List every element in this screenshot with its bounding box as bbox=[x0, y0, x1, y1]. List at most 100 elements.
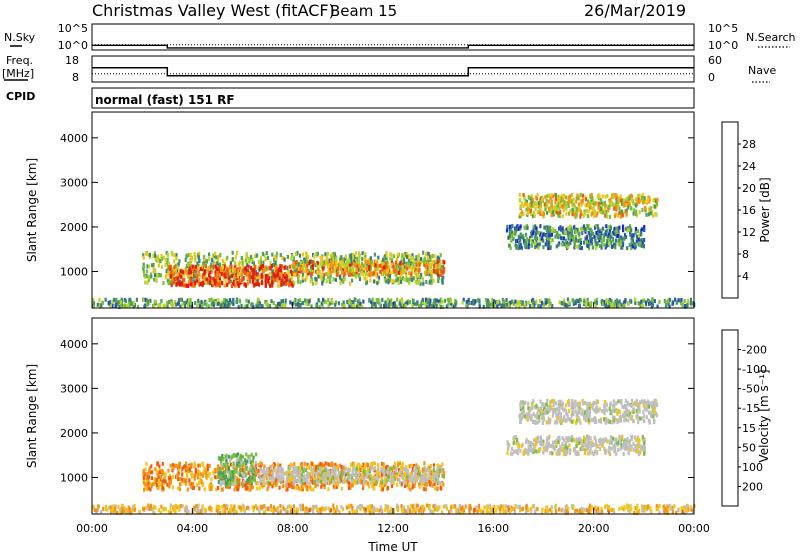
heatmap-cell bbox=[598, 243, 601, 248]
heatmap-cell bbox=[593, 408, 596, 413]
heatmap-cell bbox=[433, 254, 436, 259]
heatmap-cell bbox=[635, 414, 638, 419]
heatmap-cell bbox=[310, 276, 313, 281]
heatmap-cell bbox=[390, 474, 393, 479]
heatmap-cell bbox=[198, 278, 201, 282]
heatmap-cell bbox=[220, 301, 223, 306]
heatmap-cell bbox=[344, 254, 347, 259]
heatmap-cell bbox=[647, 410, 651, 415]
heatmap-cell bbox=[418, 482, 421, 487]
heatmap-cell bbox=[269, 476, 272, 480]
heatmap-cell bbox=[603, 300, 606, 304]
heatmap-cell bbox=[352, 479, 355, 484]
heatmap-cell bbox=[570, 237, 573, 242]
heatmap-cell bbox=[260, 264, 263, 269]
heatmap-cell bbox=[143, 487, 146, 492]
heatmap-cell bbox=[641, 195, 644, 200]
heatmap-cell bbox=[184, 481, 187, 486]
heatmap-cell bbox=[301, 275, 304, 280]
heatmap-cell bbox=[164, 275, 167, 280]
heatmap-cell bbox=[325, 479, 328, 484]
heatmap-cell bbox=[623, 418, 626, 423]
heatmap-cell bbox=[558, 197, 561, 202]
heatmap-cell bbox=[404, 268, 407, 273]
heatmap-cell bbox=[667, 302, 670, 307]
heatmap-cell bbox=[645, 415, 648, 420]
heatmap-cell bbox=[545, 233, 548, 238]
heatmap-cell bbox=[233, 267, 236, 272]
heatmap-cell bbox=[191, 264, 194, 269]
heatmap-cell bbox=[142, 255, 145, 260]
heatmap-cell bbox=[217, 298, 220, 303]
heatmap-cell bbox=[287, 272, 290, 277]
heatmap-cell bbox=[630, 246, 633, 251]
heatmap-cell bbox=[186, 298, 189, 303]
heatmap-cell bbox=[188, 253, 191, 257]
heatmap-cell bbox=[236, 269, 239, 274]
heatmap-cell bbox=[465, 299, 468, 304]
heatmap-cell bbox=[383, 472, 386, 477]
heatmap-cell bbox=[519, 300, 522, 304]
heatmap-cell bbox=[400, 469, 403, 474]
heatmap-cell bbox=[545, 420, 548, 425]
heatmap-cell bbox=[637, 237, 640, 242]
heatmap-cell bbox=[342, 279, 345, 284]
heatmap-cell bbox=[604, 229, 607, 234]
heatmap-cell bbox=[185, 478, 188, 483]
heatmap-cell bbox=[157, 303, 160, 308]
heatmap-cell bbox=[152, 267, 155, 272]
heatmap-cell bbox=[563, 201, 566, 206]
heatmap-cell bbox=[276, 480, 279, 485]
heatmap-cell bbox=[289, 300, 292, 305]
heatmap-cell bbox=[373, 466, 376, 471]
heatmap-cell bbox=[272, 481, 275, 486]
heatmap-cell bbox=[188, 467, 192, 472]
heatmap-cell bbox=[369, 462, 373, 467]
heatmap-cell bbox=[362, 483, 365, 488]
heatmap-cell bbox=[524, 302, 527, 307]
heatmap-cell bbox=[183, 278, 186, 283]
heatmap-cell bbox=[273, 274, 276, 279]
heatmap-cell bbox=[429, 264, 432, 269]
heatmap-cell bbox=[157, 257, 161, 262]
heatmap-cell bbox=[178, 464, 181, 469]
heatmap-cell bbox=[436, 267, 439, 272]
heatmap-cell bbox=[278, 283, 281, 288]
heatmap-cell bbox=[532, 228, 535, 233]
heatmap-cell bbox=[288, 478, 291, 483]
heatmap-cell bbox=[280, 299, 283, 304]
heatmap-cell bbox=[316, 270, 319, 275]
heatmap-cell bbox=[147, 486, 150, 491]
heatmap-cell bbox=[428, 301, 431, 306]
heatmap-cell bbox=[218, 475, 221, 479]
heatmap-cell bbox=[519, 402, 522, 407]
heatmap-cell bbox=[556, 235, 559, 240]
heatmap-cell bbox=[567, 300, 570, 305]
heatmap-cell bbox=[293, 462, 296, 467]
heatmap-cell bbox=[383, 469, 386, 474]
heatmap-cell bbox=[337, 471, 341, 475]
heatmap-cell bbox=[265, 467, 268, 472]
heatmap-cell bbox=[486, 301, 489, 306]
heatmap-cell bbox=[267, 279, 270, 284]
heatmap-cell bbox=[290, 282, 293, 287]
heatmap-cell bbox=[578, 418, 581, 423]
heatmap-cell bbox=[256, 279, 259, 284]
heatmap-cell bbox=[177, 477, 180, 481]
heatmap-cell bbox=[617, 399, 620, 404]
heatmap-cell bbox=[164, 262, 167, 267]
heatmap-cell bbox=[544, 242, 547, 247]
heatmap-cell bbox=[256, 480, 259, 485]
heatmap-cell bbox=[201, 483, 205, 487]
heatmap-cell bbox=[575, 213, 578, 218]
heatmap-cell bbox=[155, 478, 158, 483]
heatmap-cell bbox=[484, 298, 487, 302]
heatmap-cell bbox=[569, 209, 572, 214]
heatmap-cell bbox=[534, 207, 537, 212]
heatmap-cell bbox=[607, 301, 610, 306]
heatmap-cell bbox=[228, 276, 231, 281]
heatmap-cell bbox=[322, 266, 325, 271]
heatmap-cell bbox=[441, 462, 444, 467]
heatmap-cell bbox=[184, 266, 187, 271]
heatmap-cell bbox=[263, 471, 266, 476]
